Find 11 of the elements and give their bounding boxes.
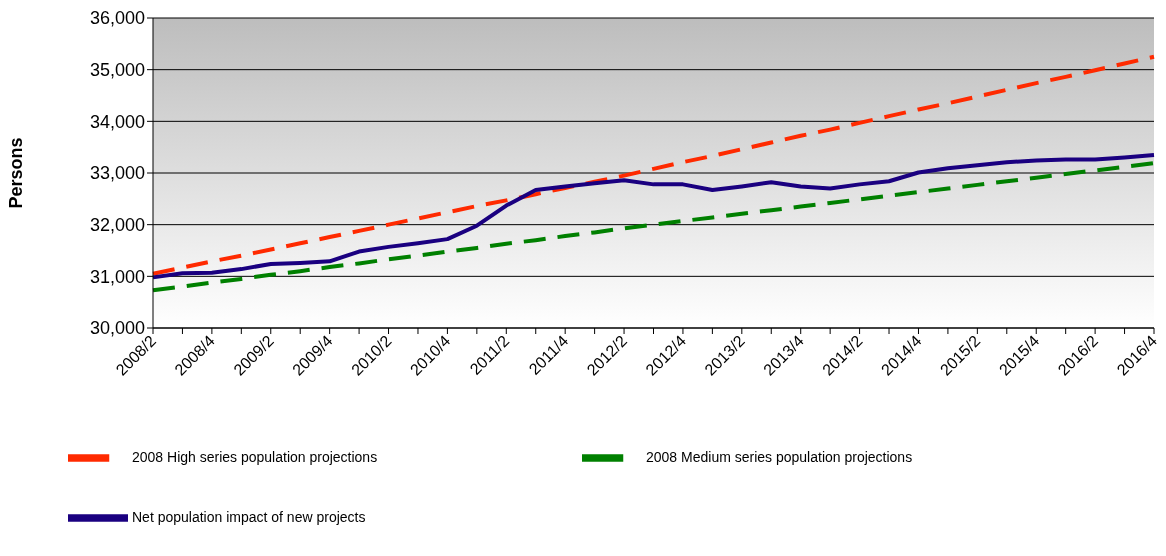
legend-label: 2008 Medium series population projections — [646, 447, 914, 467]
y-tick-label: 32,000 — [89, 215, 145, 236]
y-tick-label: 34,000 — [89, 111, 145, 132]
y-tick-label: 30,000 — [89, 318, 145, 339]
legend-label: 2008 High series population projections — [132, 447, 379, 467]
legend-label: Net population impact of new projects — [132, 507, 367, 527]
y-axis-title: Persons — [6, 137, 27, 209]
y-tick-label: 33,000 — [89, 163, 145, 184]
y-tick-label: 36,000 — [89, 8, 145, 29]
y-tick-label: 31,000 — [89, 266, 145, 287]
y-tick-label: 35,000 — [89, 60, 145, 81]
